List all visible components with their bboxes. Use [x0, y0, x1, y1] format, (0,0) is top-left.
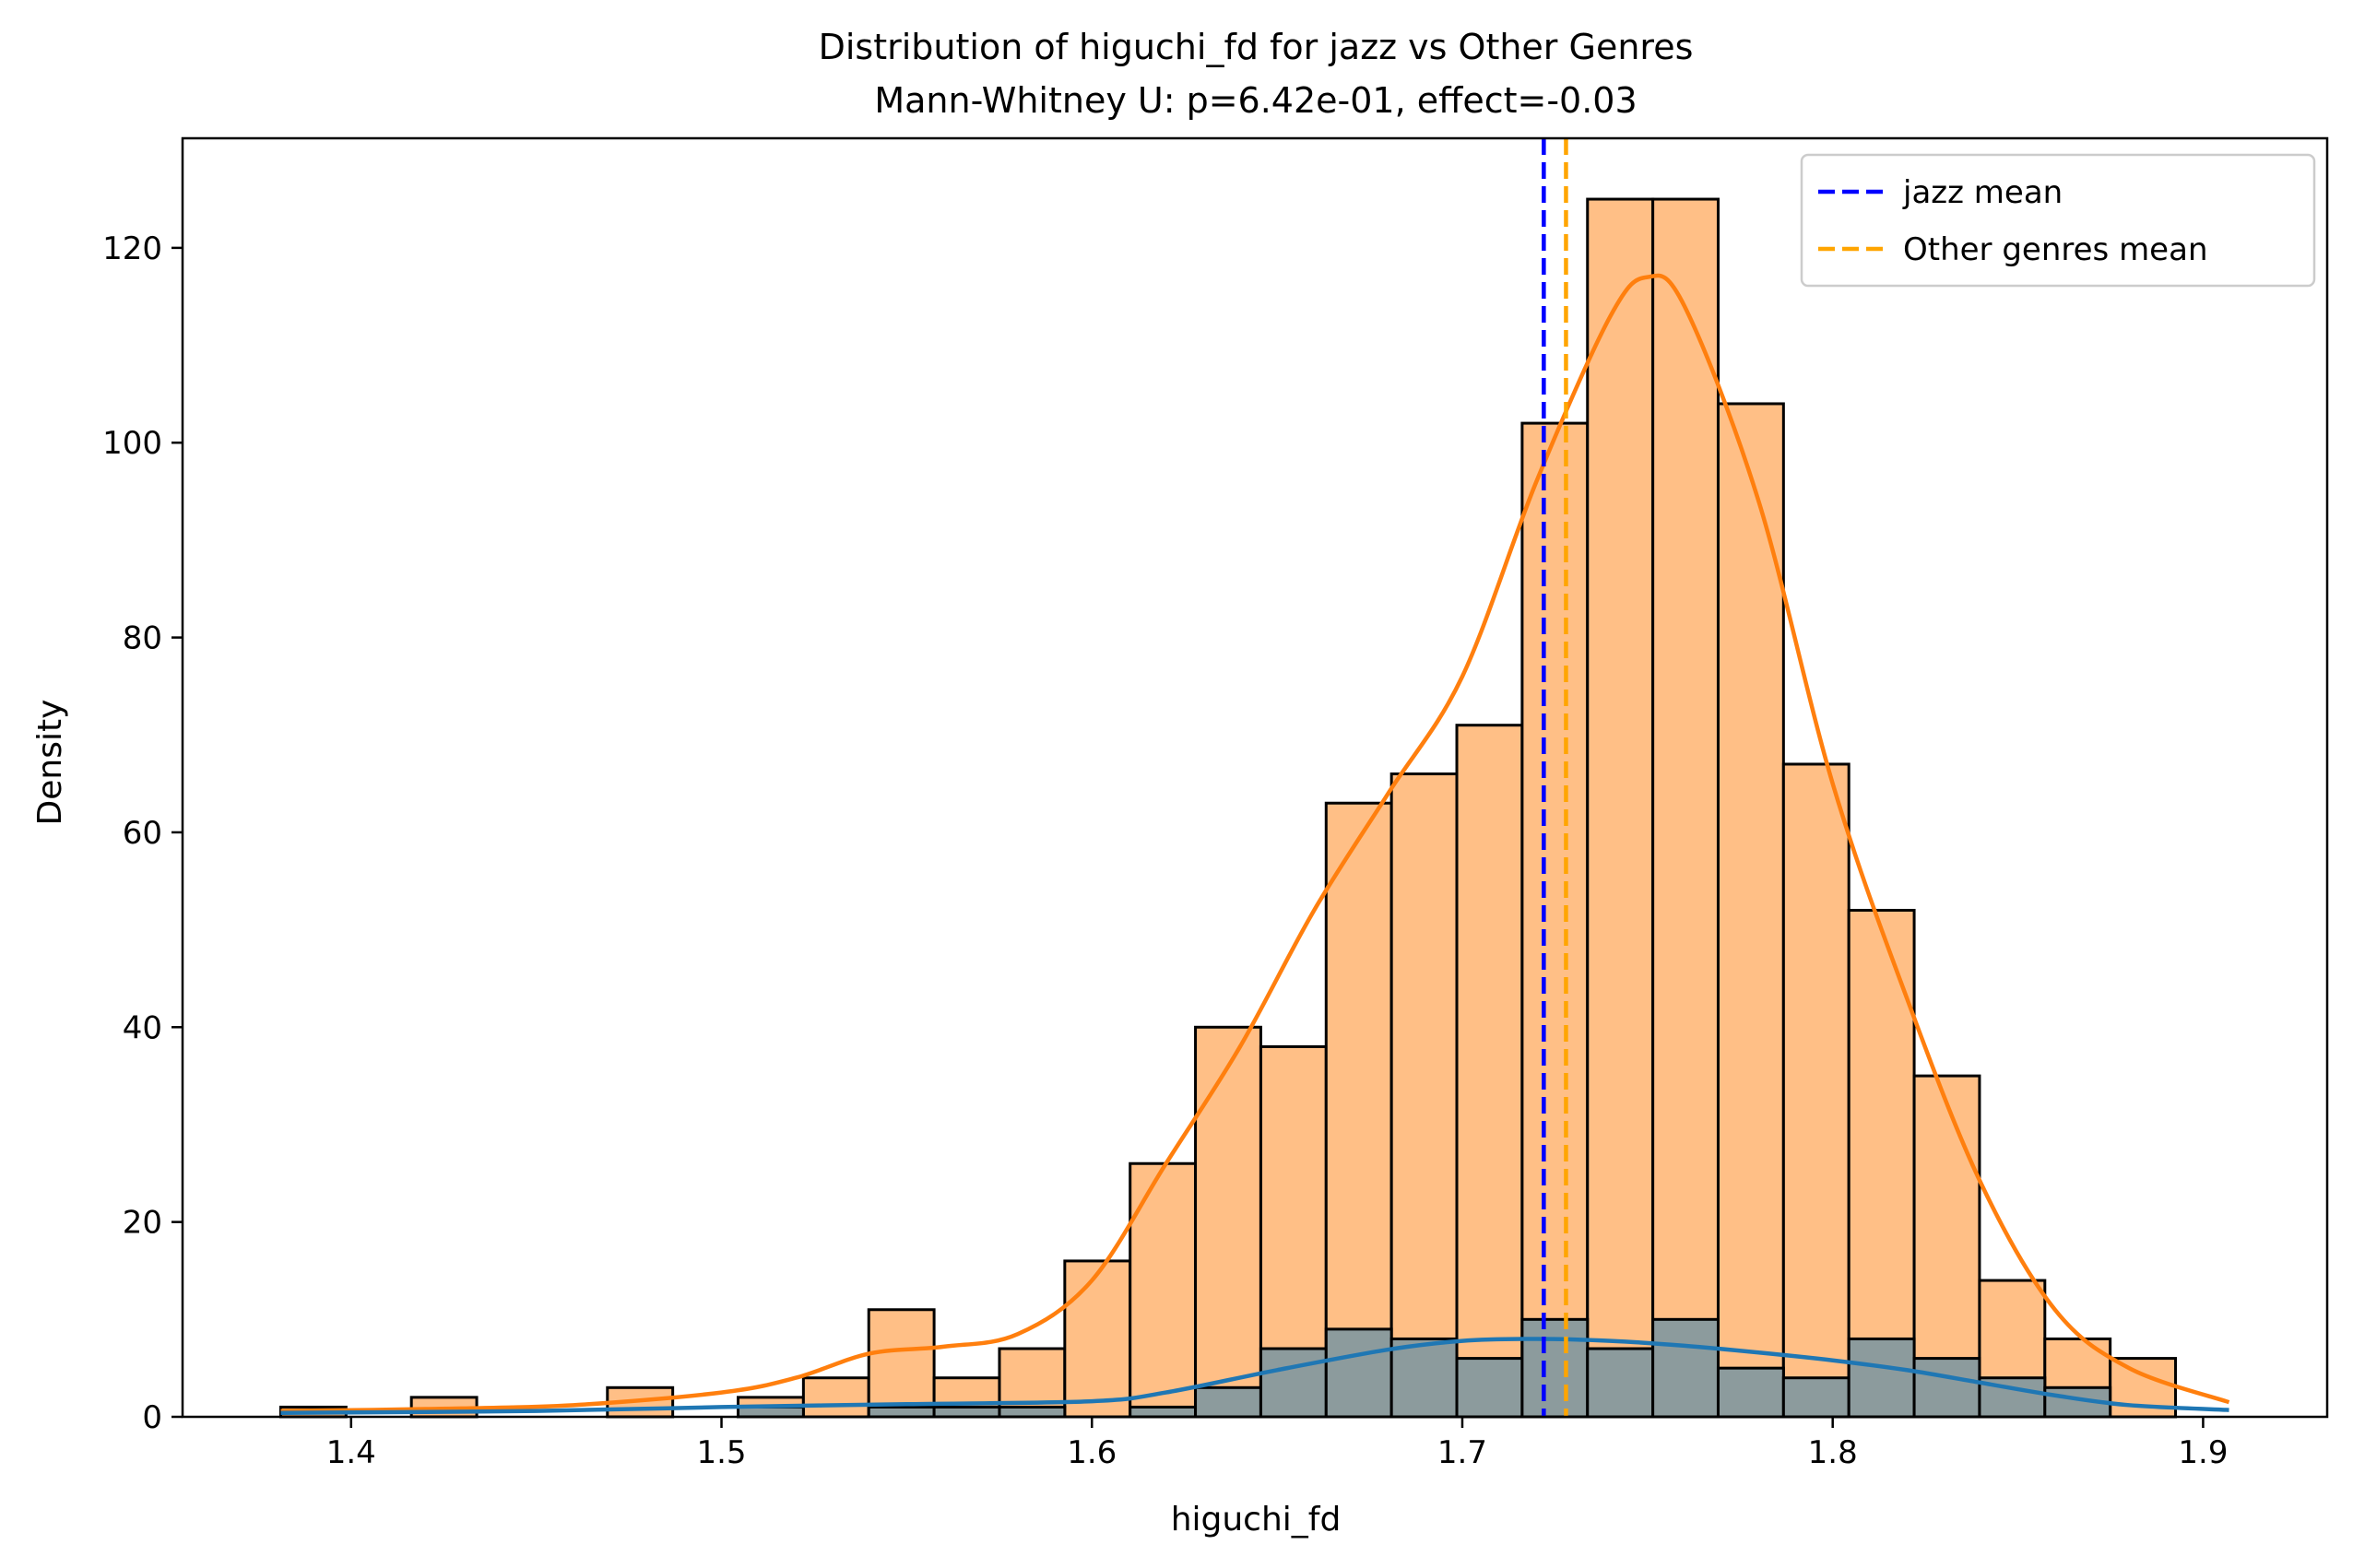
legend-label: jazz mean	[1902, 174, 2063, 211]
jazz-bars	[737, 1317, 2112, 1419]
other-bar	[1781, 762, 1850, 1419]
other-bar	[1651, 197, 1720, 1419]
legend-label: Other genres mean	[1903, 231, 2208, 268]
y-tick-label: 40	[123, 1009, 162, 1046]
jazz-bar	[1389, 1337, 1459, 1419]
jazz-bar	[1520, 1317, 1590, 1419]
jazz-bar	[1586, 1347, 1655, 1419]
other-bar	[1520, 421, 1590, 1419]
x-tick-label: 1.5	[696, 1434, 746, 1471]
jazz-bar	[998, 1405, 1067, 1419]
x-axis-label: higuchi_fd	[1171, 1501, 1342, 1539]
x-tick-label: 1.9	[2178, 1434, 2228, 1471]
x-tick-label: 1.7	[1437, 1434, 1487, 1471]
other-bar	[1586, 197, 1655, 1419]
other-bar	[1129, 1161, 1198, 1419]
legend-box	[1800, 153, 2316, 288]
other-bar	[1455, 724, 1524, 1419]
y-axis-label: Density	[31, 700, 69, 826]
y-tick-label: 0	[142, 1399, 162, 1436]
other-kde-line	[280, 273, 2230, 1413]
jazz-bar	[1651, 1317, 1720, 1419]
chart-subtitle: Mann-Whitney U: p=6.42e-01, effect=-0.03	[874, 80, 1637, 121]
jazz-bar	[1324, 1327, 1393, 1419]
other-bar	[1847, 908, 1916, 1419]
jazz-bar	[867, 1405, 936, 1419]
jazz-bar	[1847, 1337, 1916, 1419]
y-tick-label: 60	[123, 815, 162, 852]
plot-area: 1.4 1.5 1.6 1.7 1.8 1.9 0 20 40 60 80 100 120	[102, 136, 2329, 1471]
other-bar	[1194, 1025, 1262, 1419]
chart-title: Distribution of higuchi_fd for jazz vs O…	[819, 27, 1694, 67]
other-bar	[801, 1376, 870, 1419]
y-tick-label: 80	[123, 620, 162, 657]
other-bar	[998, 1347, 1067, 1419]
axes-frame	[181, 136, 2329, 1419]
jazz-bar	[1716, 1366, 1785, 1419]
other-bar	[1324, 801, 1393, 1419]
jazz-bar	[1259, 1347, 1328, 1419]
jazz-bar	[1455, 1357, 1524, 1419]
other-bars	[278, 197, 2178, 1419]
x-tick-label: 1.8	[1808, 1434, 1858, 1471]
other-bar	[1389, 772, 1459, 1419]
jazz-kde-line	[280, 1337, 2229, 1416]
other-bar	[867, 1308, 936, 1419]
x-tick-label: 1.4	[326, 1434, 376, 1471]
legend: jazz mean Other genres mean	[1800, 153, 2316, 288]
jazz-bar	[1194, 1385, 1262, 1419]
x-tick-label: 1.6	[1067, 1434, 1117, 1471]
jazz-bar	[1129, 1405, 1198, 1419]
other-bar	[1716, 402, 1785, 1419]
y-tick-label: 20	[123, 1205, 162, 1242]
y-tick-label: 100	[102, 425, 162, 462]
jazz-bar	[932, 1405, 1001, 1419]
other-bar	[1063, 1259, 1132, 1419]
jazz-bar	[1781, 1376, 1850, 1419]
y-tick-label: 120	[102, 230, 162, 267]
jazz-bar	[1912, 1357, 1981, 1419]
